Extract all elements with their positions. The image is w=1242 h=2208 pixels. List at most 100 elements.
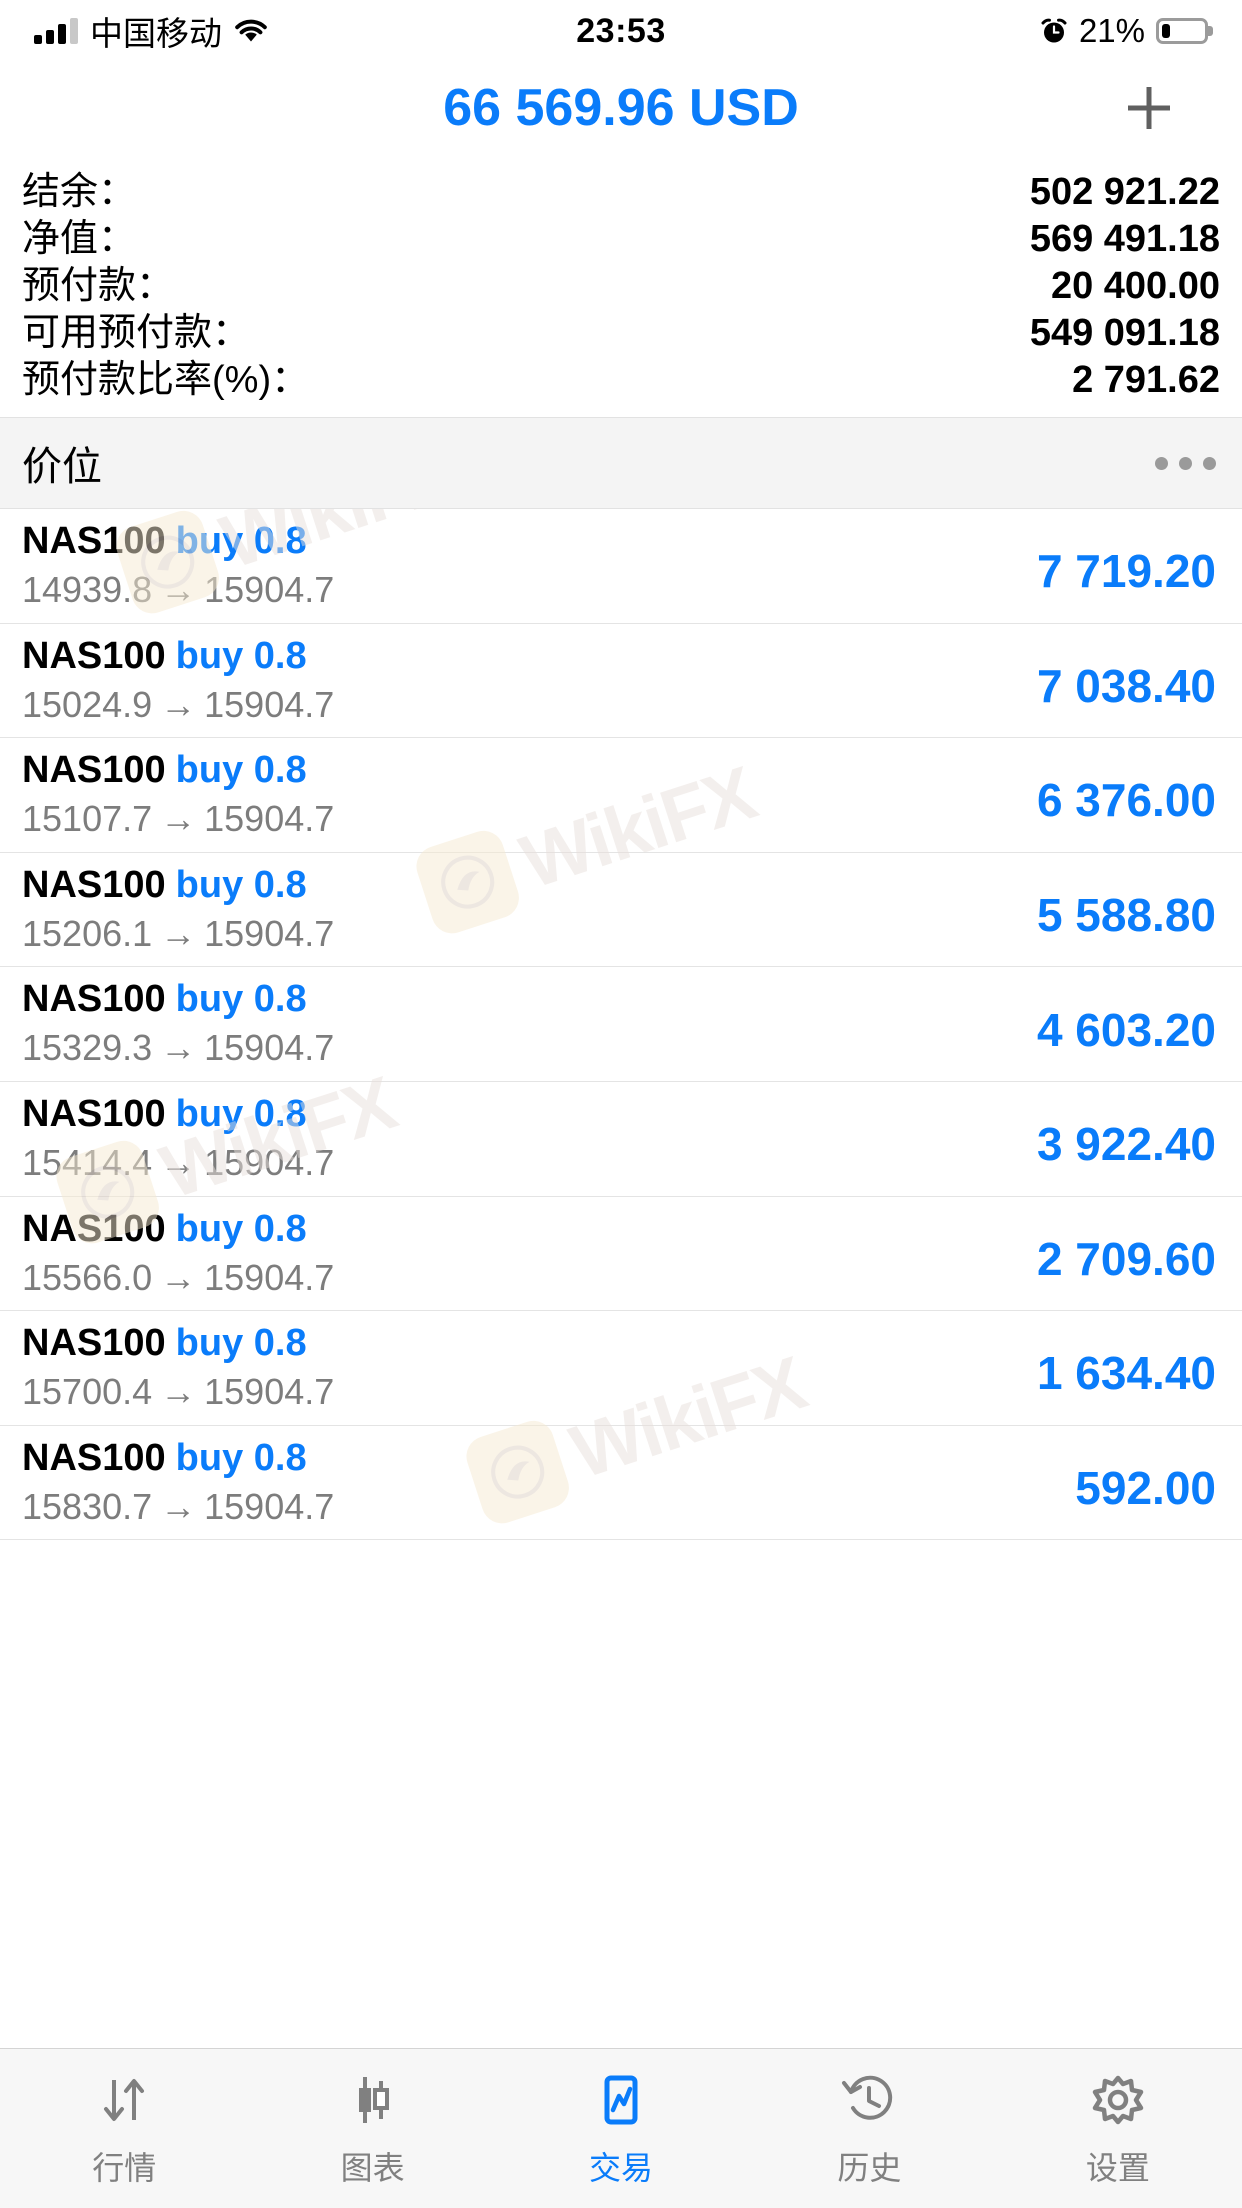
position-info: NAS100 buy 0.8 14939.8 → 15904.7 <box>22 520 334 611</box>
position-profit: 7 038.40 <box>1036 659 1216 712</box>
bottom-tab-bar[interactable]: 行情 图表 交易 <box>0 2048 1242 2208</box>
position-open-price: 15024.9 <box>22 683 153 725</box>
position-row[interactable]: NAS100 buy 0.8 15414.4 → 15904.7 3 922.40 <box>0 1082 1242 1197</box>
status-clock: 23:53 <box>576 11 666 50</box>
position-row[interactable]: NAS100 buy 0.8 15830.7 → 15904.7 592.00 <box>0 1426 1242 1541</box>
position-current-price: 15904.7 <box>204 798 335 840</box>
position-current-price: 15904.7 <box>204 569 335 610</box>
arrows-up-down-icon <box>94 2069 154 2131</box>
tab-charts[interactable]: 图表 <box>248 2049 496 2208</box>
summary-value: 549 091.18 <box>1029 312 1220 354</box>
position-row[interactable]: NAS100 buy 0.8 15566.0 → 15904.7 2 709.60 <box>0 1197 1242 1312</box>
position-symbol-text: NAS100 <box>22 1092 166 1135</box>
position-current-price: 15904.7 <box>204 1256 335 1298</box>
arrow-right-icon: → <box>160 912 197 954</box>
summary-row-balance: 结余： 502 921.22 <box>22 160 1220 213</box>
position-info: NAS100 buy 0.8 15700.4 → 15904.7 <box>22 1322 334 1413</box>
battery-percent-label: 21% <box>1078 12 1145 49</box>
trade-chart-icon <box>591 2069 651 2131</box>
position-symbol: NAS100 buy 0.8 <box>22 1093 334 1136</box>
position-side-volume: buy 0.8 <box>175 749 307 792</box>
position-row[interactable]: NAS100 buy 0.8 14939.8 → 15904.7 7 719.20 <box>0 509 1242 624</box>
tab-label: 交易 <box>589 2149 654 2186</box>
position-info: NAS100 buy 0.8 15830.7 → 15904.7 <box>22 1437 334 1528</box>
tab-settings[interactable]: 设置 <box>994 2049 1242 2208</box>
position-row[interactable]: NAS100 buy 0.8 15329.3 → 15904.7 4 603.20 <box>0 967 1242 1082</box>
position-symbol: NAS100 buy 0.8 <box>22 864 334 907</box>
position-prices: 15566.0 → 15904.7 <box>22 1257 334 1299</box>
position-profit: 7 719.20 <box>1036 545 1216 598</box>
summary-row-free-margin: 可用预付款： 549 091.18 <box>22 301 1220 354</box>
position-current-price: 15904.7 <box>204 912 335 954</box>
position-profit: 6 376.00 <box>1036 774 1216 827</box>
arrow-right-icon: → <box>160 1027 197 1069</box>
position-profit: 2 709.60 <box>1036 1232 1216 1285</box>
position-profit: 592.00 <box>1075 1462 1216 1515</box>
summary-label: 净值： <box>22 218 137 260</box>
tab-label: 历史 <box>837 2149 902 2186</box>
position-open-price: 15830.7 <box>22 1485 153 1527</box>
tab-trade[interactable]: 交易 <box>497 2049 745 2208</box>
position-row[interactable]: NAS100 buy 0.8 15107.7 → 15904.7 6 376.00 <box>0 738 1242 853</box>
overflow-menu-icon[interactable] <box>1155 456 1216 470</box>
position-side-volume: buy 0.8 <box>175 1322 307 1365</box>
position-side-volume: buy 0.8 <box>175 978 307 1021</box>
position-row[interactable]: NAS100 buy 0.8 15206.1 → 15904.7 5 588.80 <box>0 853 1242 968</box>
position-info: NAS100 buy 0.8 15414.4 → 15904.7 <box>22 1093 334 1184</box>
position-side-volume: buy 0.8 <box>175 863 307 906</box>
position-prices: 15830.7 → 15904.7 <box>22 1486 334 1528</box>
alarm-icon <box>1040 17 1068 45</box>
position-side-volume: buy 0.8 <box>175 634 307 677</box>
position-open-price: 15107.7 <box>22 798 153 840</box>
tab-label: 设置 <box>1085 2149 1150 2186</box>
status-bar-left: 中国移动 <box>34 7 268 55</box>
account-equity-value: 66 569.96 USD <box>443 79 799 137</box>
position-profit: 1 634.40 <box>1036 1347 1216 1400</box>
summary-label: 可用预付款： <box>22 312 251 354</box>
position-row[interactable]: NAS100 buy 0.8 15700.4 → 15904.7 1 634.40 <box>0 1311 1242 1426</box>
positions-list[interactable]: NAS100 buy 0.8 14939.8 → 15904.7 7 719.20 NAS1… <box>0 509 1242 2048</box>
position-prices: 15414.4 → 15904.7 <box>22 1142 334 1184</box>
position-open-price: 15700.4 <box>22 1371 153 1413</box>
position-side-volume: buy 0.8 <box>175 1092 307 1135</box>
tab-history[interactable]: 历史 <box>745 2049 993 2208</box>
battery-icon <box>1156 18 1208 44</box>
position-symbol: NAS100 buy 0.8 <box>22 635 334 678</box>
account-header: 66 569.96 USD <box>0 62 1242 154</box>
summary-value: 569 491.18 <box>1029 218 1220 260</box>
position-symbol-text: NAS100 <box>22 978 166 1021</box>
arrow-right-icon: → <box>160 1371 197 1413</box>
arrow-right-icon: → <box>160 1141 197 1183</box>
account-summary: 结余： 502 921.22 净值： 569 491.18 预付款： 20 40… <box>0 154 1242 401</box>
position-info: NAS100 buy 0.8 15024.9 → 15904.7 <box>22 635 334 726</box>
arrow-right-icon: → <box>160 798 197 840</box>
position-side-volume: buy 0.8 <box>175 1207 307 1250</box>
status-bar: 中国移动 23:53 21% <box>0 0 1242 62</box>
summary-value: 20 400.00 <box>1050 265 1220 307</box>
position-info: NAS100 buy 0.8 15107.7 → 15904.7 <box>22 749 334 840</box>
position-prices: 15107.7 → 15904.7 <box>22 798 334 840</box>
position-symbol: NAS100 buy 0.8 <box>22 978 334 1021</box>
signal-icon <box>34 18 78 44</box>
position-symbol-text: NAS100 <box>22 1436 166 1479</box>
position-symbol-text: NAS100 <box>22 634 166 677</box>
summary-row-margin-level: 预付款比率(%)： 2 791.62 <box>22 348 1220 401</box>
section-title: 价位 <box>22 445 102 489</box>
status-bar-right: 21% <box>1040 12 1208 50</box>
arrow-right-icon: → <box>160 1256 197 1298</box>
position-side-volume: buy 0.8 <box>175 520 307 562</box>
summary-value: 502 921.22 <box>1029 171 1220 213</box>
position-current-price: 15904.7 <box>204 1141 335 1183</box>
add-order-button[interactable] <box>1118 77 1180 139</box>
position-info: NAS100 buy 0.8 15206.1 → 15904.7 <box>22 864 334 955</box>
tab-label: 行情 <box>92 2149 157 2186</box>
position-current-price: 15904.7 <box>204 1485 335 1527</box>
tab-label: 图表 <box>340 2149 405 2186</box>
position-open-price: 15414.4 <box>22 1141 153 1183</box>
tab-quotes[interactable]: 行情 <box>0 2049 248 2208</box>
wifi-icon <box>234 18 268 44</box>
summary-value: 2 791.62 <box>1072 359 1220 401</box>
position-symbol: NAS100 buy 0.8 <box>22 1208 334 1251</box>
position-row[interactable]: NAS100 buy 0.8 15024.9 → 15904.7 7 038.40 <box>0 624 1242 739</box>
position-symbol-text: NAS100 <box>22 863 166 906</box>
